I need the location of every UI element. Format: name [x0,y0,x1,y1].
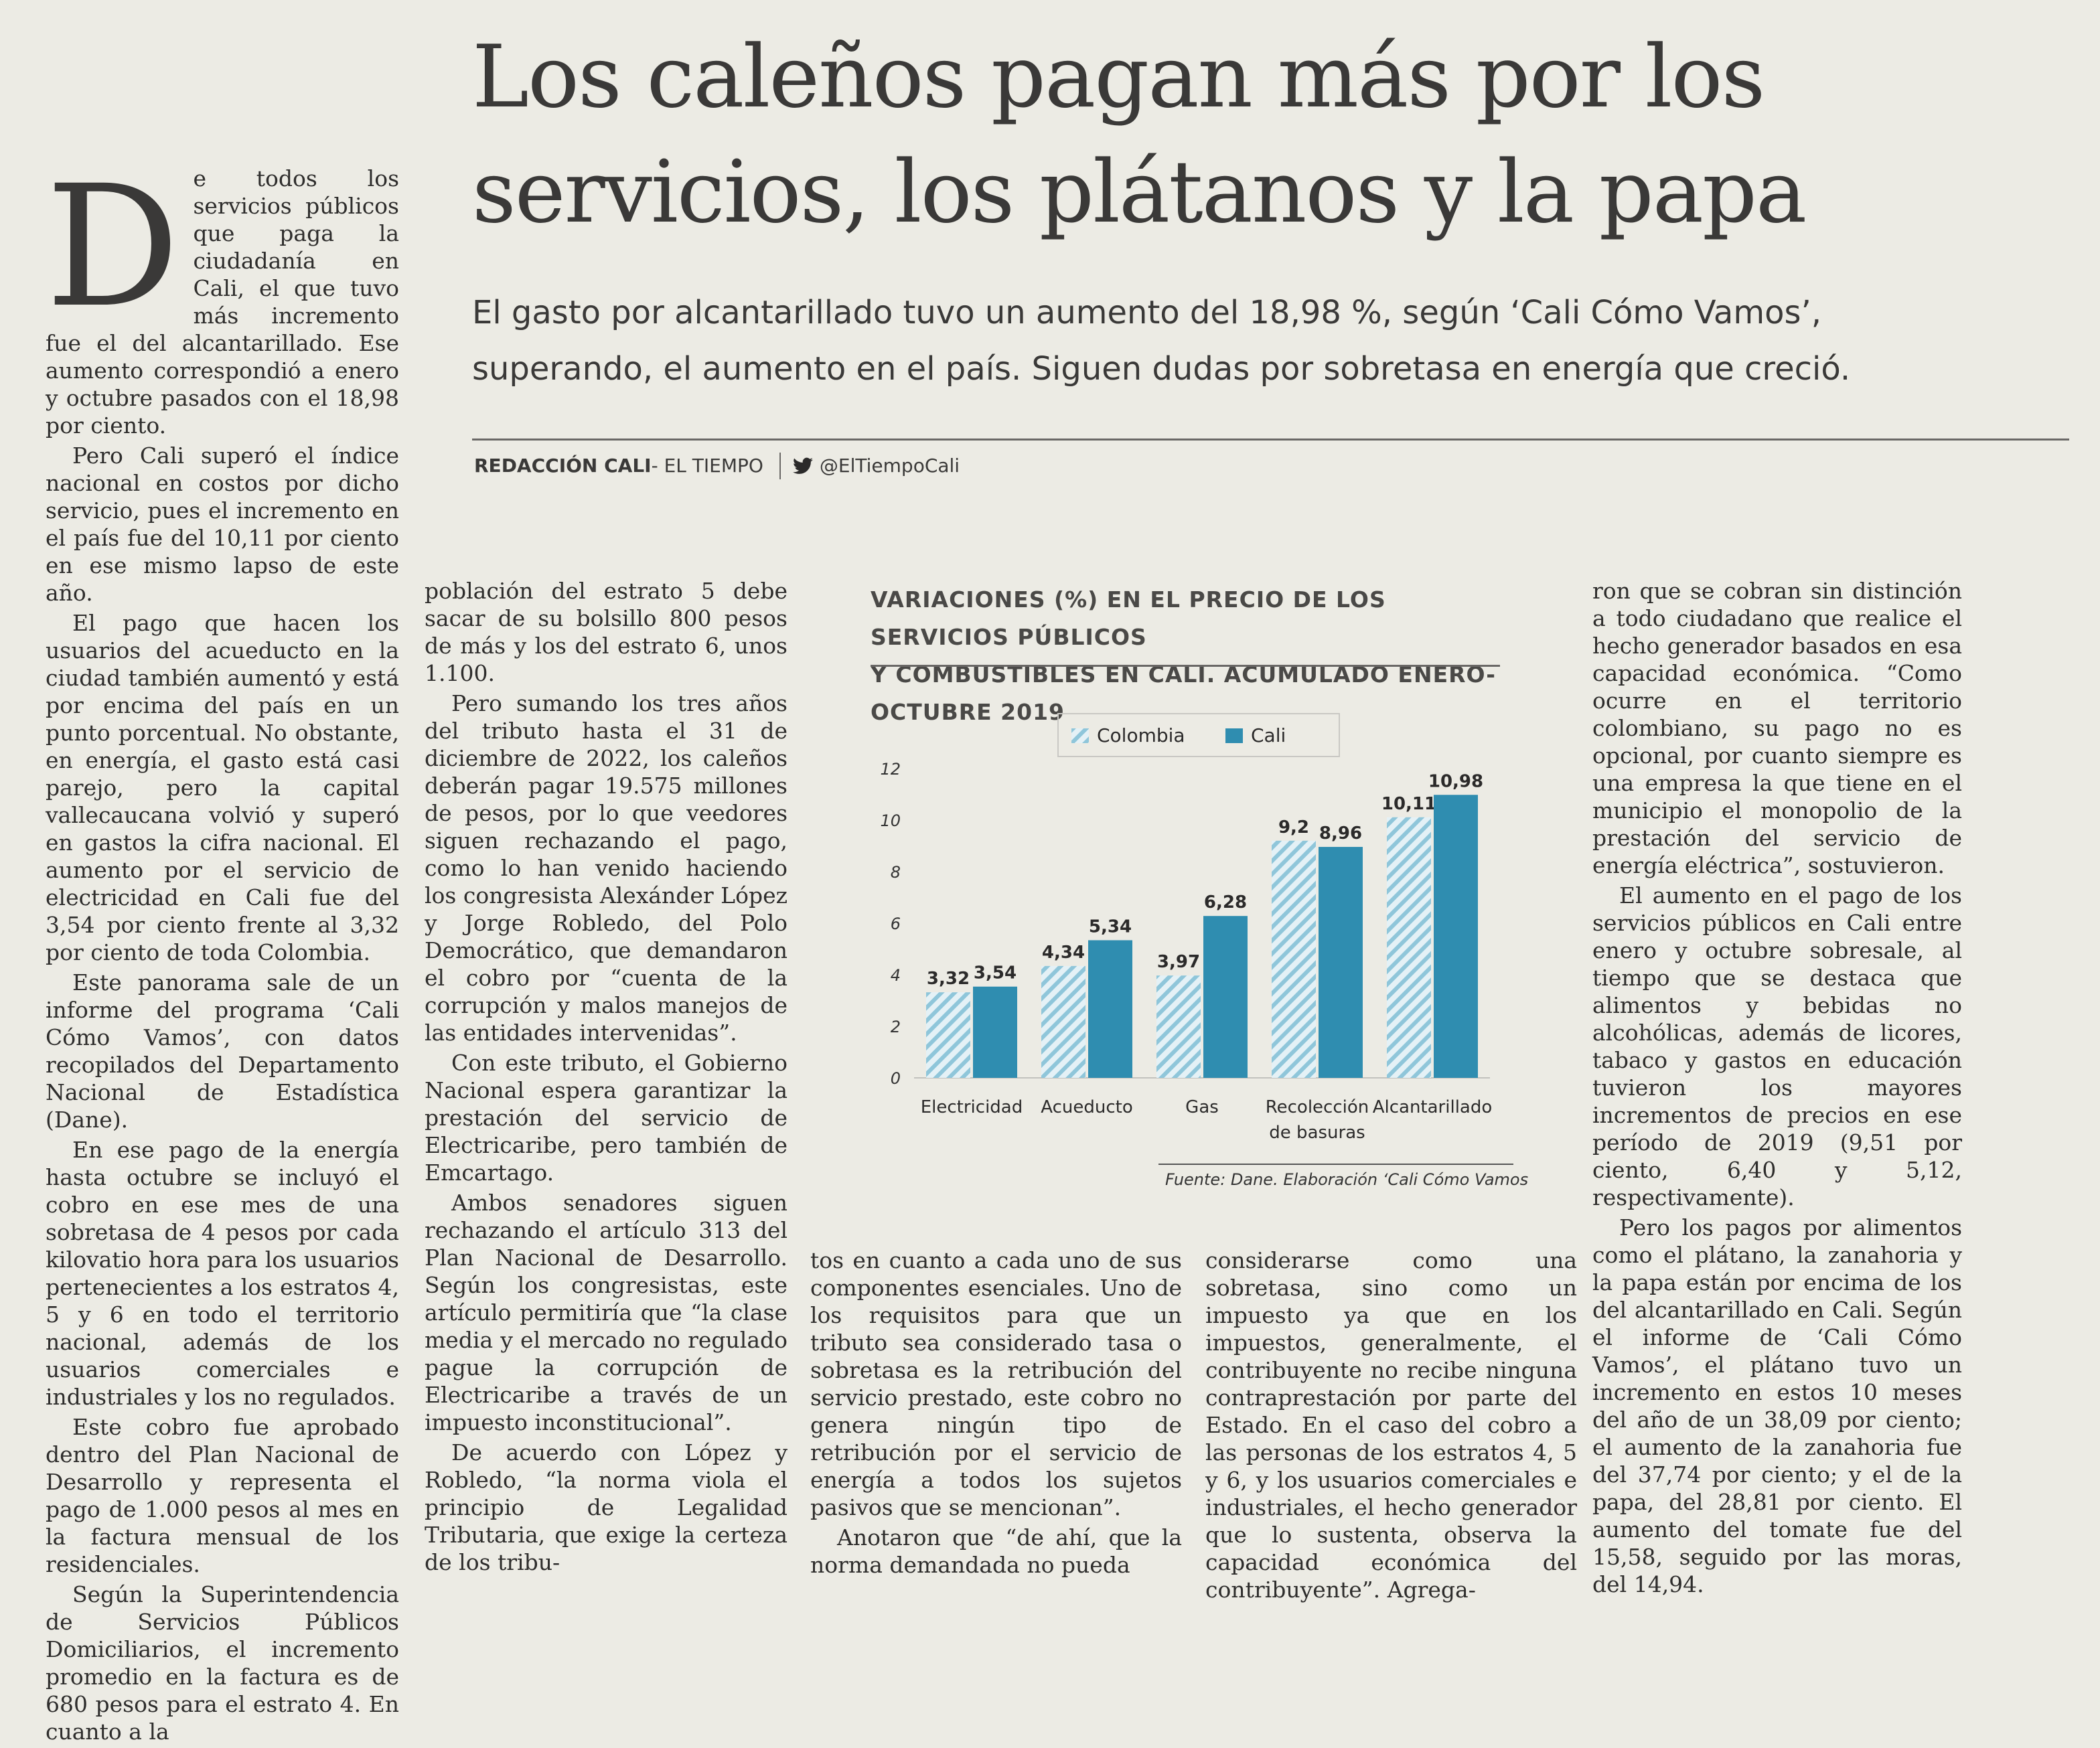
paragraph: Este cobro fue aprobado dentro del Plan … [46,1414,399,1577]
paragraph: población del estrato 5 debe sacar de su… [425,578,788,686]
bar-cali [1088,940,1132,1078]
y-tick-label: 4 [891,966,901,985]
article-column-5: ron que se cobran sin distinción a todo … [1592,577,1962,1601]
x-category-label: Recolección [1266,1097,1369,1117]
paragraph: Pero los pagos por alimentos como el plá… [1592,1214,1962,1597]
source-rule [1158,1164,1513,1165]
data-label: 8,96 [1319,823,1362,844]
legend-swatch-cali [1225,728,1243,743]
byline: REDACCIÓN CALI - EL TIEMPO @ElTiempoCali [474,451,960,481]
headline-line-2: servicios, los plátanos y la papa [472,143,1807,242]
y-tick-label: 0 [891,1069,901,1088]
bar-colombia [1041,965,1085,1078]
data-label: 9,2 [1278,817,1309,838]
article-column-1: D e todos los servicios públicos que pag… [46,149,399,1748]
deck-line-1: El gasto por alcantarillado tuvo un aume… [472,294,1821,331]
article-column-4: considerarse como una sobretasa, sino co… [1205,1247,1577,1606]
data-label: 10,98 [1428,771,1483,791]
paragraph: Pero Cali superó el índice nacional en c… [46,443,399,606]
bar-colombia [1272,840,1316,1078]
deck: El gasto por alcantarillado tuvo un aume… [472,285,2066,397]
y-axis: 0 2 4 6 8 10 12 [880,760,1490,1088]
data-label: 3,32 [927,969,970,989]
data-label: 10,11 [1381,794,1436,814]
article-column-3: tos en cuanto a cada uno de sus componen… [810,1247,1182,1581]
paragraph: Según la Superintendencia de Servicios P… [46,1581,399,1745]
chart-bars: 3,32 3,54 4,345,34 3,97 6,28 9,2 8,96 10,11 10,9… [926,771,1483,1078]
x-category-label: Gas [1185,1097,1219,1117]
data-label: 6,28 [1204,892,1247,912]
paragraph: El aumento en el pago de los servicios p… [1592,882,1962,1210]
y-tick-label: 8 [891,863,901,882]
paragraph: Ambos senadores siguen rechazando el art… [425,1190,788,1435]
data-label: 3,54 [974,963,1017,983]
bar-colombia [1156,975,1201,1078]
x-category-label: Acueducto [1041,1097,1132,1117]
x-category-label: Alcantarillado [1373,1097,1493,1117]
legend-box [1057,713,1340,757]
paragraph: Con este tributo, el Gobierno Nacional e… [425,1050,788,1186]
y-tick-label: 12 [880,760,901,779]
y-tick-label: 6 [891,915,901,933]
paragraph: e todos los servicios públicos que paga … [46,165,399,439]
x-category-label: Electricidad [921,1097,1023,1117]
x-axis-labels: Electricidad Acueducto Gas Recolección de ba… [921,1097,1493,1143]
headline-line-1: Los caleños pagan más por los [472,27,1765,127]
bar-cali [973,986,1017,1078]
paragraph: ron que se cobran sin distinción a todo … [1592,578,1962,878]
bar-cali [1203,916,1248,1078]
byline-desk: REDACCIÓN CALI [474,455,652,477]
y-tick-label: 10 [880,811,901,830]
paragraph: Anotaron que “de ahí, que la norma deman… [810,1524,1182,1578]
paragraph: De acuerdo con López y Robledo, “la norm… [425,1439,788,1575]
data-label: 3,97 [1157,952,1200,972]
legend-label-cali: Cali [1251,724,1286,746]
headline: Los caleños pagan más por los servicios,… [472,20,2032,250]
chart-title-line-1: VARIACIONES (%) EN EL PRECIO DE LOS SERV… [871,586,1386,650]
chart-source: Fuente: Dane. Elaboración ‘Cali Cómo Vam… [1165,1170,1529,1189]
byline-rule [472,439,2069,441]
legend-label-colombia: Colombia [1097,724,1185,746]
byline-twitter-handle: @ElTiempoCali [819,455,960,477]
paragraph: considerarse como una sobretasa, sino co… [1205,1247,1577,1603]
paragraph: tos en cuanto a cada uno de sus componen… [810,1247,1182,1520]
x-category-label: de basuras [1269,1123,1365,1143]
paragraph: Este panorama sale de un informe del pro… [46,969,399,1133]
article-column-2: población del estrato 5 debe sacar de su… [425,577,788,1579]
bar-colombia [1387,817,1431,1078]
twitter-icon [792,457,813,475]
paragraph: En ese pago de la energía hasta octubre … [46,1137,399,1410]
chart-legend: Colombia Cali [1057,713,1340,757]
deck-line-2: superando, el aumento en el país. Siguen… [472,350,1851,388]
paragraph: Pero sumando los tres años del tributo h… [425,690,788,1046]
bar-cali [1434,795,1478,1078]
drop-cap: D [46,149,180,344]
bar-cali [1319,847,1363,1078]
y-tick-label: 2 [891,1018,901,1036]
bar-colombia [926,992,970,1078]
chart-title-rule [871,665,1500,667]
data-label: 5,34 [1089,917,1132,937]
byline-paper: - EL TIEMPO [651,455,763,477]
data-label: 4,34 [1042,943,1085,963]
legend-swatch-colombia [1071,728,1089,743]
byline-divider [779,453,781,479]
paragraph: El pago que hacen los usuarios del acued… [46,610,399,965]
